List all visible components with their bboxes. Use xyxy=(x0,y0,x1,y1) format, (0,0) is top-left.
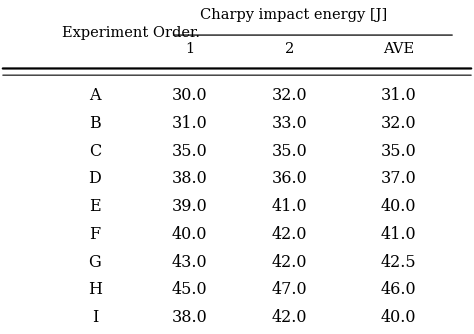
Text: 40.0: 40.0 xyxy=(172,226,207,243)
Text: 33.0: 33.0 xyxy=(271,115,307,132)
Text: 45.0: 45.0 xyxy=(172,281,208,298)
Text: 32.0: 32.0 xyxy=(380,115,416,132)
Text: 47.0: 47.0 xyxy=(271,281,307,298)
Text: 42.5: 42.5 xyxy=(380,254,416,271)
Text: 42.0: 42.0 xyxy=(272,226,307,243)
Text: 37.0: 37.0 xyxy=(380,170,416,187)
Text: 32.0: 32.0 xyxy=(271,87,307,104)
Text: 35.0: 35.0 xyxy=(271,143,307,160)
Text: 2: 2 xyxy=(284,42,294,56)
Text: 46.0: 46.0 xyxy=(380,281,416,298)
Text: G: G xyxy=(89,254,101,271)
Text: Charpy impact energy [J]: Charpy impact energy [J] xyxy=(200,8,388,22)
Text: I: I xyxy=(91,309,98,326)
Text: 42.0: 42.0 xyxy=(272,309,307,326)
Text: 40.0: 40.0 xyxy=(381,198,416,215)
Text: 40.0: 40.0 xyxy=(381,309,416,326)
Text: 35.0: 35.0 xyxy=(380,143,416,160)
Text: A: A xyxy=(89,87,100,104)
Text: 38.0: 38.0 xyxy=(172,170,208,187)
Text: 41.0: 41.0 xyxy=(271,198,307,215)
Text: 39.0: 39.0 xyxy=(172,198,208,215)
Text: AVE: AVE xyxy=(383,42,414,56)
Text: B: B xyxy=(89,115,100,132)
Text: C: C xyxy=(89,143,101,160)
Text: 1: 1 xyxy=(185,42,194,56)
Text: D: D xyxy=(89,170,101,187)
Text: 31.0: 31.0 xyxy=(380,87,416,104)
Text: H: H xyxy=(88,281,102,298)
Text: 31.0: 31.0 xyxy=(172,115,208,132)
Text: 35.0: 35.0 xyxy=(172,143,208,160)
Text: 42.0: 42.0 xyxy=(272,254,307,271)
Text: E: E xyxy=(89,198,100,215)
Text: 36.0: 36.0 xyxy=(271,170,307,187)
Text: 30.0: 30.0 xyxy=(172,87,208,104)
Text: F: F xyxy=(89,226,100,243)
Text: 41.0: 41.0 xyxy=(380,226,416,243)
Text: Experiment Order.: Experiment Order. xyxy=(62,26,200,40)
Text: 43.0: 43.0 xyxy=(172,254,208,271)
Text: 38.0: 38.0 xyxy=(172,309,208,326)
